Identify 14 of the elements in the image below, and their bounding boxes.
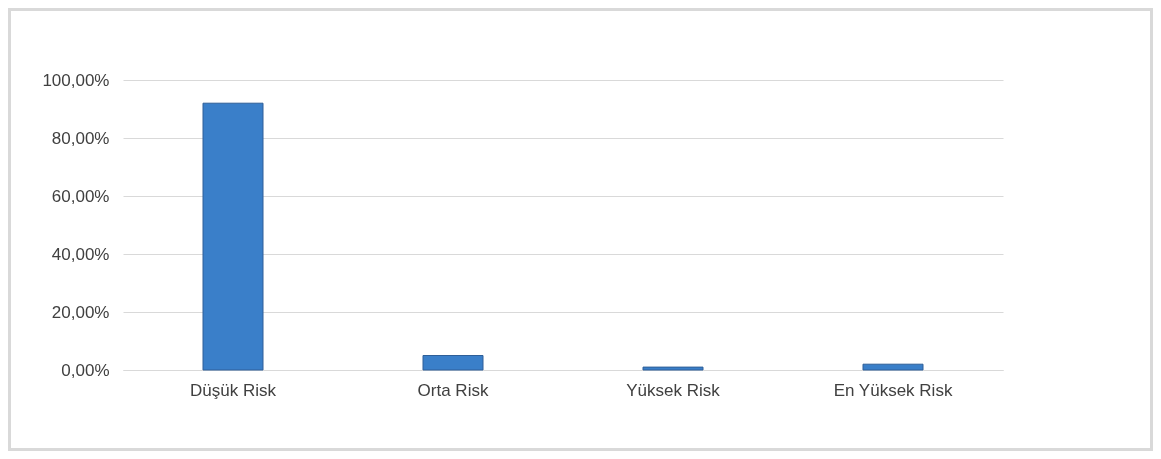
bar: [642, 366, 704, 371]
x-tick-label: Düşük Risk: [190, 380, 277, 400]
y-tick-label: 80,00%: [51, 128, 110, 148]
bar: [862, 363, 924, 371]
y-tick-label: 100,00%: [42, 70, 110, 90]
x-tick-label: Yüksek Risk: [626, 380, 721, 400]
x-tick-label: Orta Risk: [417, 380, 489, 400]
bar: [422, 355, 484, 371]
bar: [202, 102, 264, 371]
y-tick-label: 60,00%: [51, 186, 110, 206]
y-tick-label: 40,00%: [51, 244, 110, 264]
x-tick-label: En Yüksek Risk: [833, 380, 953, 400]
y-tick-label: 0,00%: [61, 360, 110, 380]
y-tick-label: 20,00%: [51, 302, 110, 322]
